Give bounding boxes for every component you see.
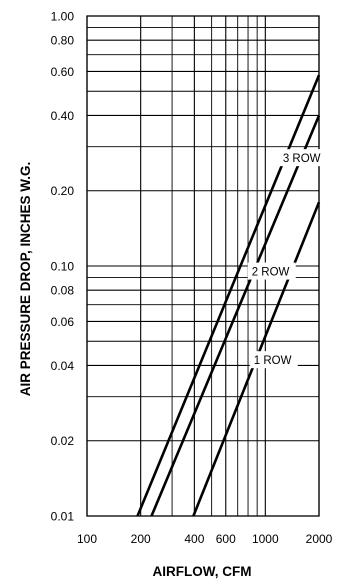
- y-tick-label: 0.02: [51, 434, 75, 448]
- series-label-1-row: 1 ROW: [254, 355, 292, 367]
- y-tick-label: 0.20: [51, 184, 75, 198]
- series-label-bg: [247, 262, 296, 280]
- series-label-2-row: 2 ROW: [252, 267, 290, 279]
- series-line-2-row: [150, 114, 321, 517]
- y-tick-label: 0.80: [51, 34, 75, 48]
- x-tick-label: 200: [131, 532, 151, 546]
- series-line-3-row: [136, 74, 321, 517]
- x-tick-label: 600: [216, 532, 236, 546]
- y-axis-title: AIR PRESSURE DROP, INCHES W.G.: [18, 162, 33, 397]
- y-tick-label: 0.04: [51, 359, 75, 373]
- y-tick-label: 0.10: [51, 260, 75, 274]
- y-tick-label: 0.08: [51, 284, 75, 298]
- series-labels: 3 ROW 2 ROW 1 ROW: [247, 149, 327, 369]
- x-tick-label: 2000: [306, 532, 333, 546]
- series-label-3-row: 3 ROW: [283, 153, 321, 165]
- y-tick-label: 0.60: [51, 65, 75, 79]
- x-tick-label: 100: [77, 532, 97, 546]
- y-tick-label: 0.06: [51, 315, 75, 329]
- series-label-bg: [278, 149, 327, 167]
- y-tick-label: 1.00: [51, 10, 75, 24]
- y-tick-label: 0.40: [51, 109, 75, 123]
- tick-labels: 100 200 400 600 1000 2000 0.01 0.02 0.04 0.06 0.08…: [51, 10, 333, 547]
- x-axis-title: AIRFLOW, CFM: [153, 564, 252, 579]
- series-label-bg: [249, 351, 298, 369]
- x-tick-label: 400: [184, 532, 204, 546]
- x-tick-label: 1000: [252, 532, 279, 546]
- y-tick-label: 0.01: [51, 510, 75, 524]
- plot-frame: [86, 15, 320, 517]
